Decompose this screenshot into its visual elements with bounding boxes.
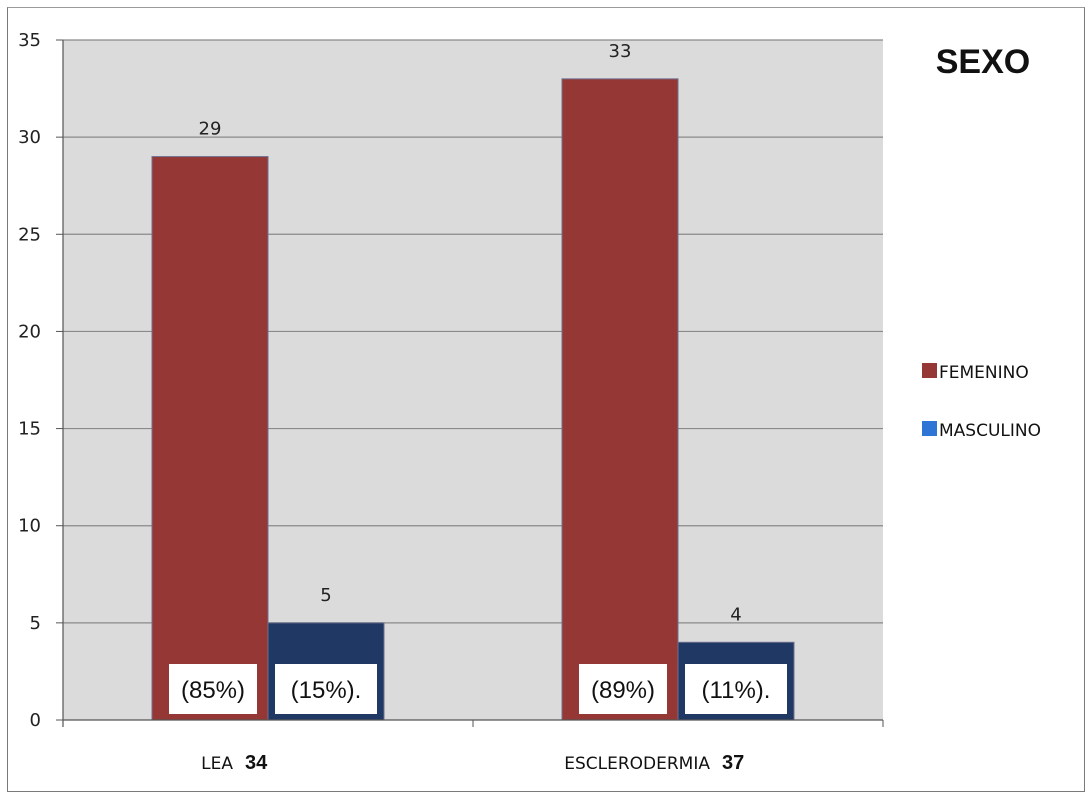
category-total: 34	[245, 752, 268, 774]
y-tick-label: 20	[18, 321, 41, 342]
y-tick-label: 35	[18, 30, 41, 51]
value-labels: 29 5 33 4	[199, 41, 742, 625]
y-tick-label: 25	[18, 224, 41, 245]
data-label: 29	[199, 119, 222, 140]
data-label: 5	[320, 585, 331, 606]
chart-frame	[7, 7, 1085, 792]
category-label: LEA	[201, 754, 233, 774]
percent-label: (11%).	[702, 677, 771, 704]
y-axis-ticks: 0 5 10 15 20 25 30 35	[18, 30, 63, 731]
axes	[62, 40, 884, 727]
y-tick-label: 10	[18, 516, 41, 537]
percent-label: (15%).	[291, 677, 362, 704]
data-label: 4	[730, 604, 741, 625]
legend: FEMENINO MASCULINO	[922, 363, 1041, 441]
percent-labels: (85%) (15%). (89%) (11%).	[169, 664, 787, 714]
data-label: 33	[609, 41, 632, 62]
y-tick-label: 30	[18, 127, 41, 148]
legend-label-masculino: MASCULINO	[939, 421, 1041, 441]
legend-swatch-masculino	[922, 421, 937, 436]
percent-box	[685, 664, 787, 714]
category-labels: LEA 34 ESCLERODERMIA 37	[201, 752, 744, 774]
legend-swatch-femenino	[922, 363, 937, 378]
y-tick-label: 5	[30, 613, 41, 634]
chart-title: SEXO	[936, 43, 1030, 81]
percent-box	[275, 664, 377, 714]
category-total: 37	[722, 752, 744, 774]
category-label: ESCLERODERMIA	[564, 754, 710, 774]
percent-box	[169, 664, 257, 714]
y-tick-label: 0	[30, 710, 41, 731]
bar-femenino-1	[561, 78, 679, 721]
percent-label: (85%)	[181, 677, 245, 704]
legend-label-femenino: FEMENINO	[939, 363, 1029, 383]
percent-label: (89%)	[591, 677, 655, 704]
y-tick-label: 15	[18, 419, 41, 440]
percent-box	[579, 664, 667, 714]
bar-femenino-0	[151, 156, 269, 721]
